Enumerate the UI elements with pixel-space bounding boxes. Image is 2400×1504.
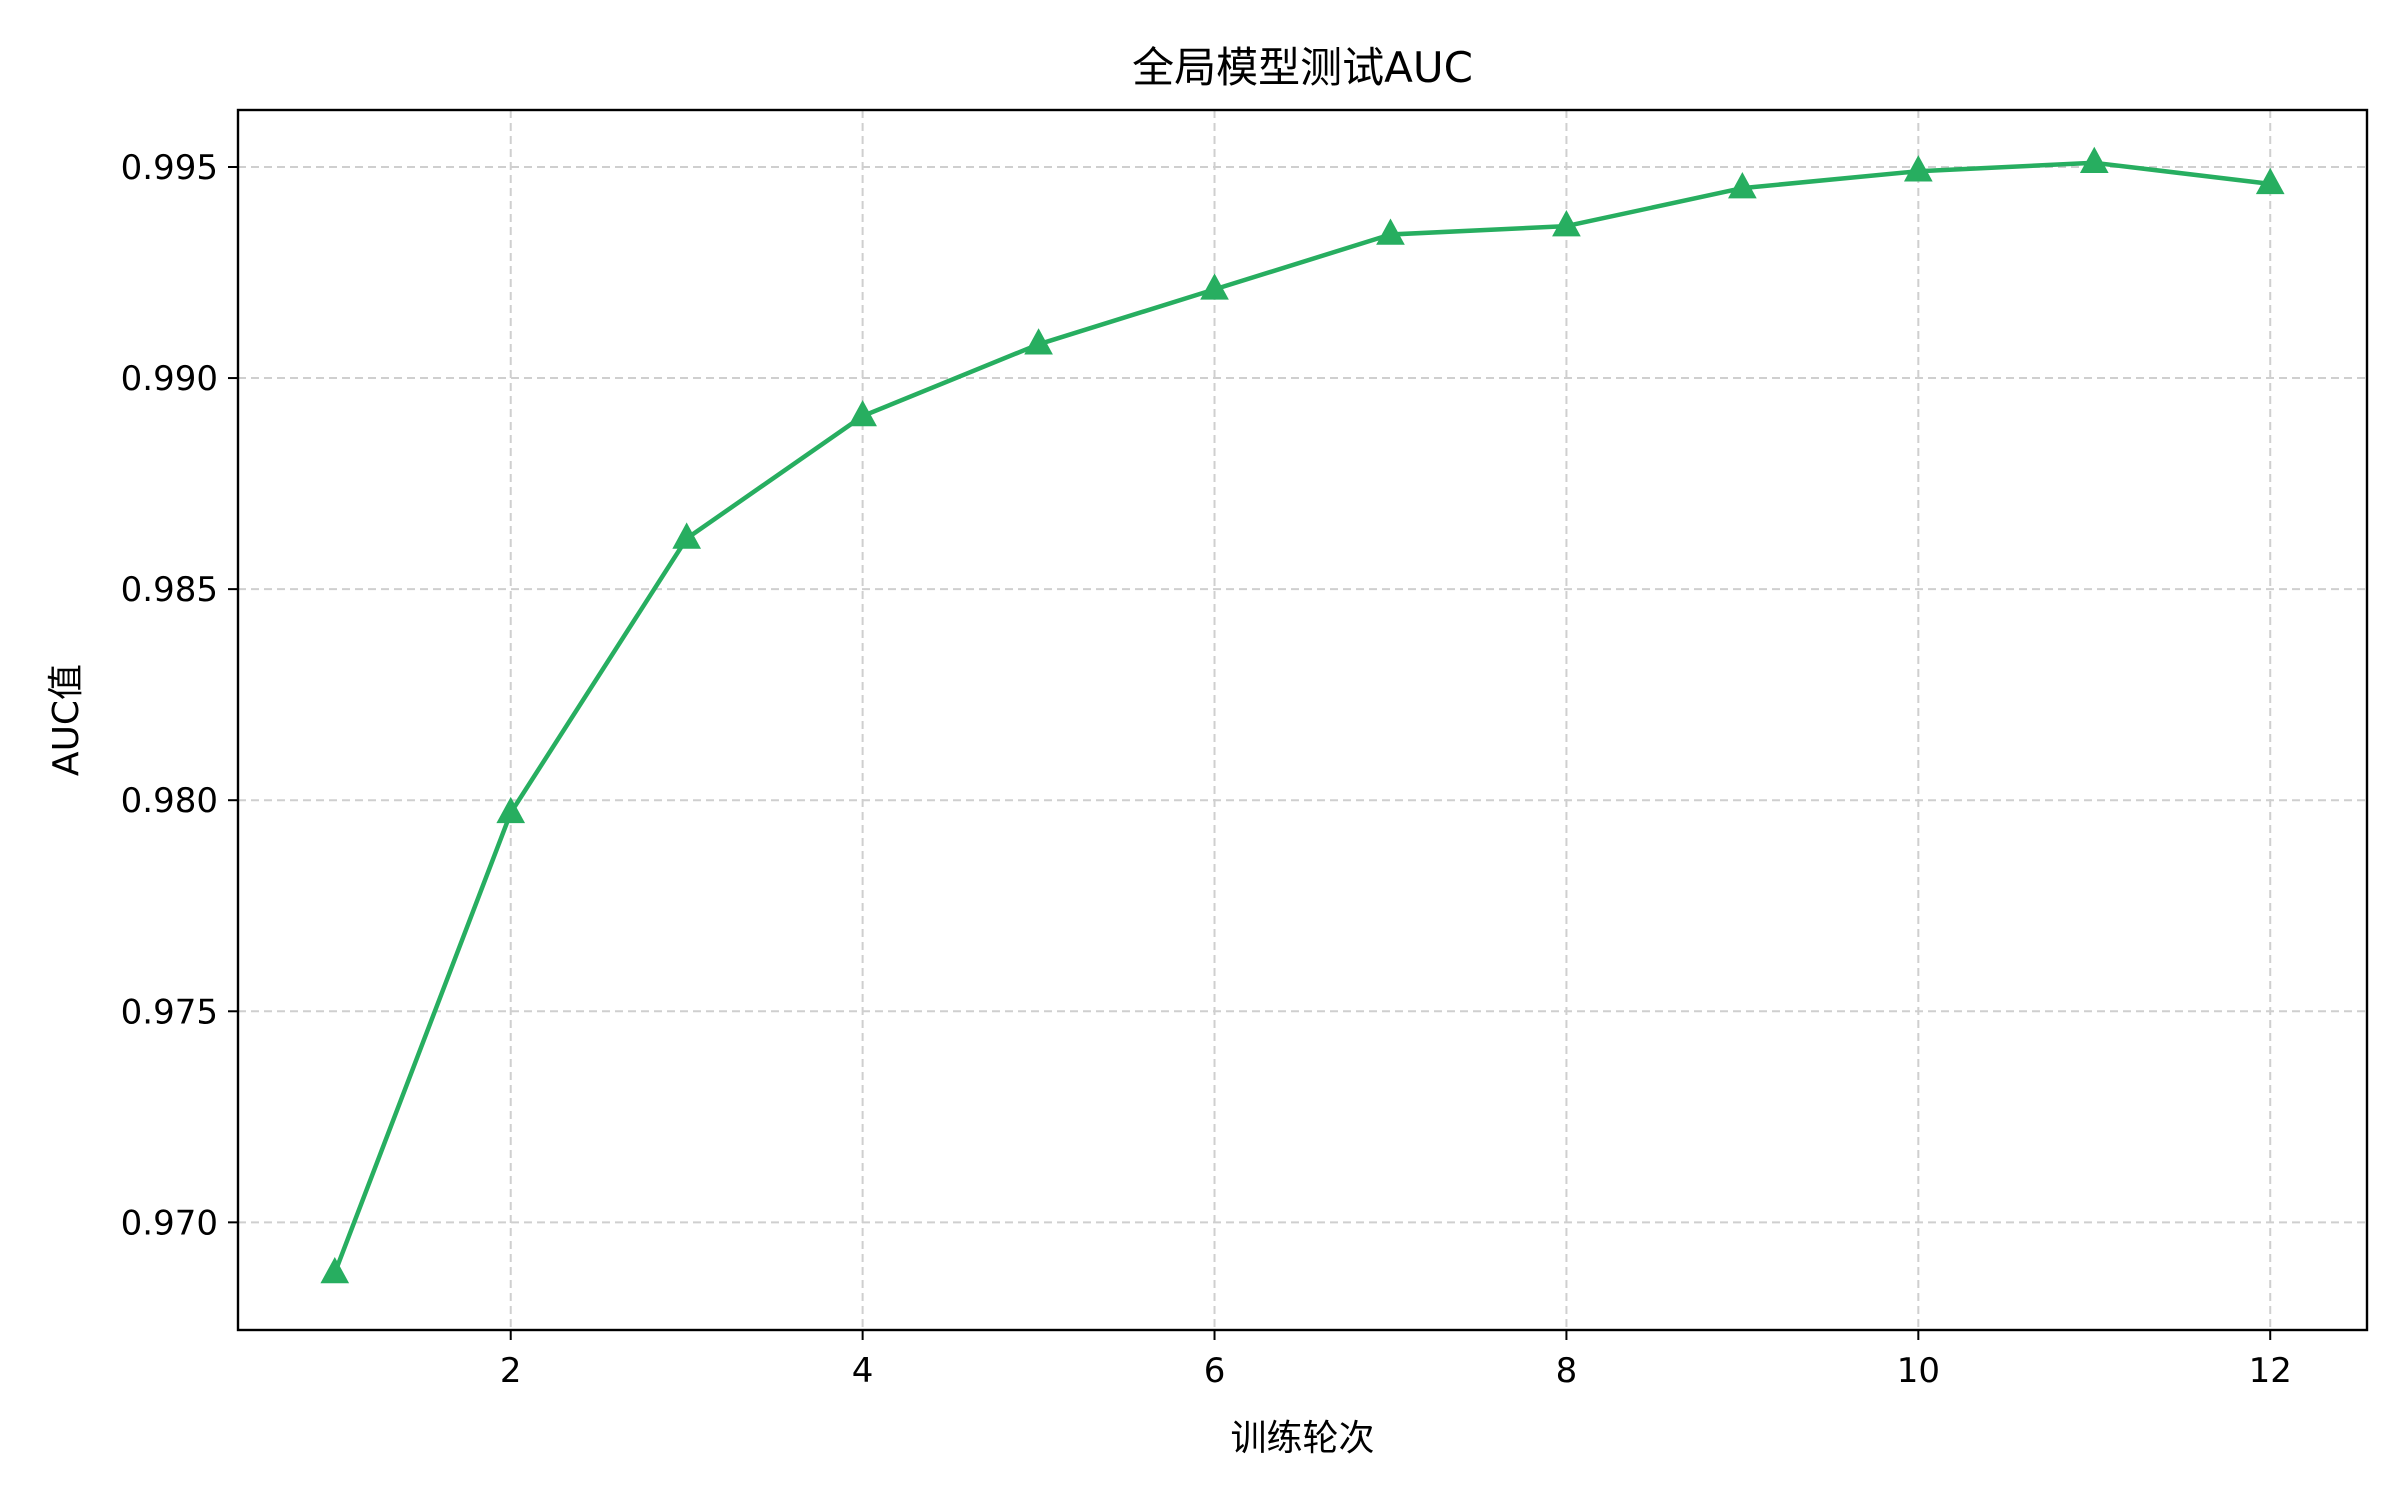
data-layer (320, 146, 2285, 1284)
y-tick-label: 0.980 (121, 781, 218, 821)
x-tick-label: 4 (852, 1351, 874, 1391)
y-tick-label: 0.985 (121, 570, 218, 610)
x-tick-label: 8 (1556, 1351, 1578, 1391)
data-point (496, 796, 526, 824)
plot-frame (236, 108, 2369, 1332)
ticks: 2 4 6 8 10 12 0.970 0.975 0.980 0.985 0.990 0.995 (121, 148, 2292, 1391)
x-tick-label: 12 (2249, 1351, 2292, 1391)
data-point (1376, 218, 1405, 245)
data-point (1200, 273, 1229, 300)
data-point (1903, 155, 1933, 182)
data-point (2079, 146, 2109, 174)
y-tick-label: 0.990 (121, 359, 218, 399)
y-axis-title: AUC值 (46, 664, 87, 776)
x-tick-label: 10 (1897, 1351, 1940, 1391)
data-point (1728, 172, 1757, 199)
data-point (848, 400, 877, 427)
series-line (332, 160, 2271, 1274)
chart-title: 全局模型测试AUC (1132, 43, 1473, 92)
y-tick-label: 0.970 (121, 1203, 218, 1243)
data-point (1024, 328, 1053, 355)
data-point (320, 1256, 350, 1284)
x-tick-label: 6 (1204, 1351, 1226, 1391)
x-axis-title: 训练轮次 (1230, 1418, 1374, 1459)
y-tick-label: 0.995 (121, 148, 218, 188)
data-point (1552, 210, 1581, 237)
y-tick-label: 0.975 (121, 992, 218, 1032)
grid (238, 110, 2367, 1330)
data-point (672, 522, 702, 549)
x-tick-label: 2 (500, 1351, 522, 1391)
data-point (2255, 167, 2285, 195)
